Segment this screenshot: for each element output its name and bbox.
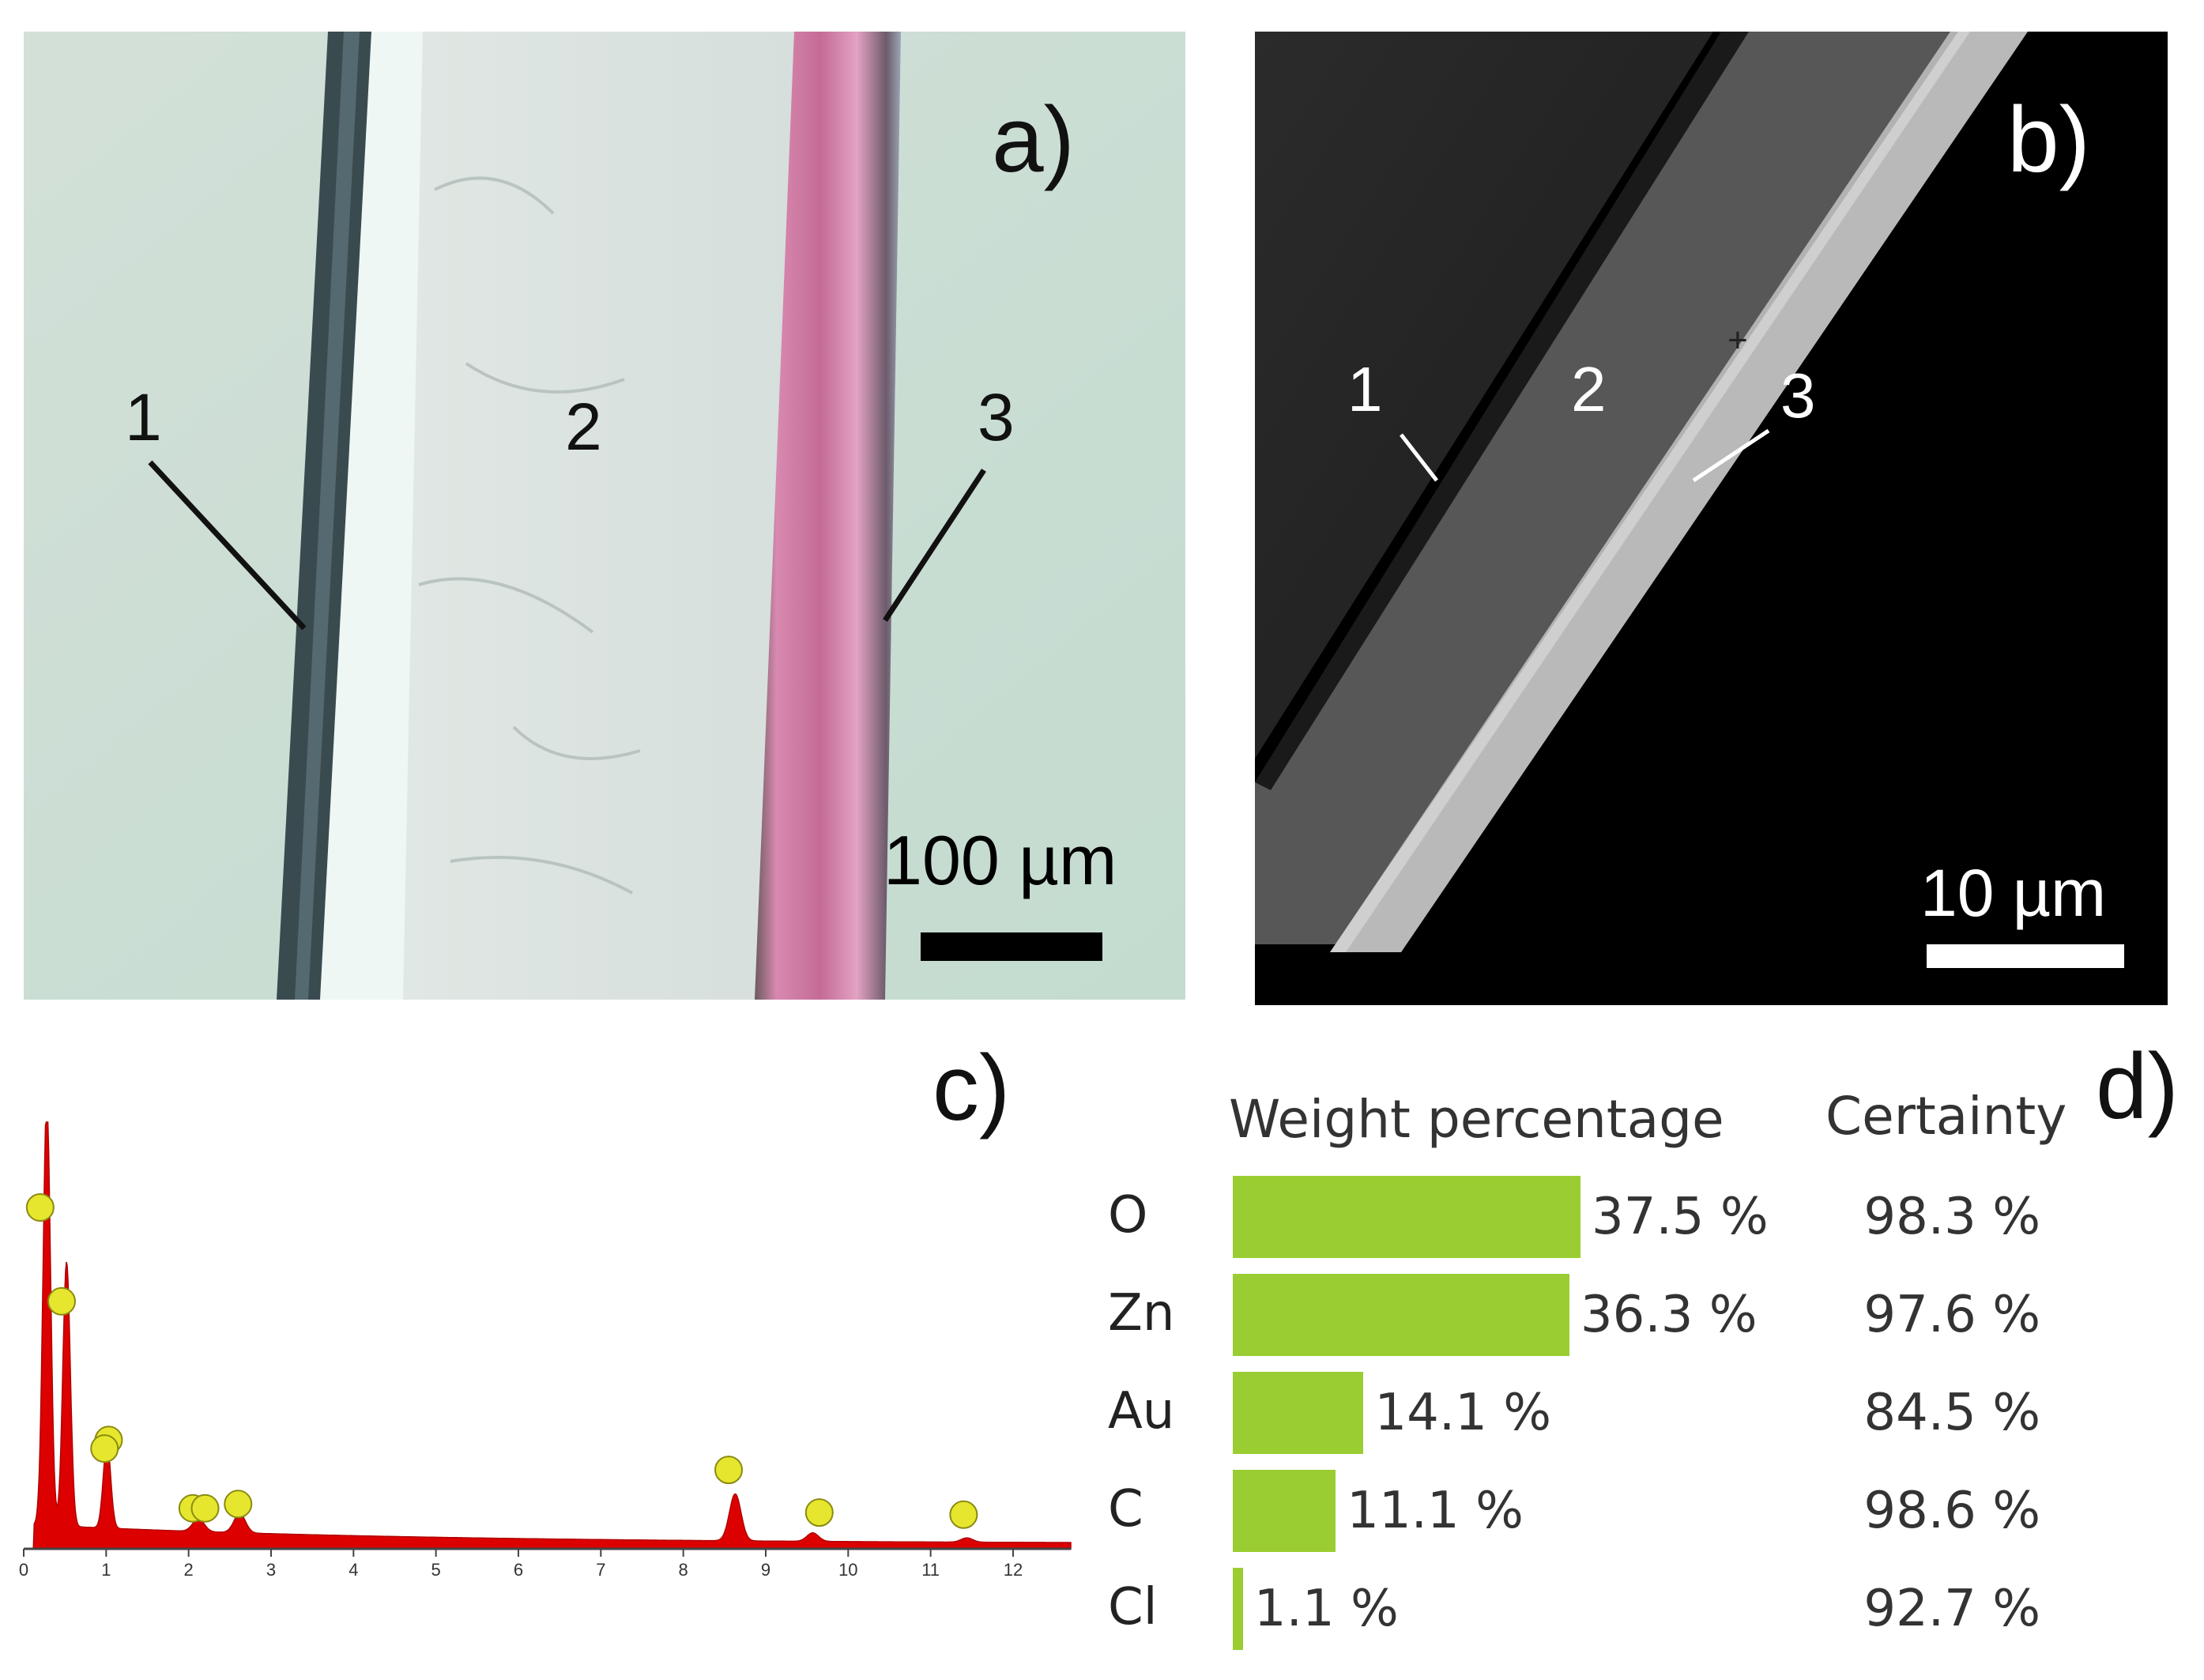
- sem-layer-2: [1255, 32, 1958, 944]
- layer-label-2-a: 2: [565, 390, 602, 464]
- crosshair-marker: +: [1727, 321, 1748, 360]
- spectrum-area: [24, 1121, 1072, 1550]
- peak-marker: [714, 1456, 744, 1485]
- sem-layer-1: [1255, 32, 1749, 790]
- sem-micrograph: +: [1255, 32, 2168, 1005]
- certainty-value-label: 98.6 %: [1863, 1482, 2040, 1540]
- eds-spectrum-chart: 0 1 2 3 4 5 6 7 8 9 10 11 12: [19, 1121, 1072, 1580]
- element-label: Cl: [1108, 1578, 1158, 1637]
- x-tick-label: 0: [19, 1560, 28, 1580]
- layer-label-3-b: 3: [1780, 360, 1816, 431]
- weight-bar: [1233, 1176, 1580, 1258]
- peak-marker: [190, 1494, 220, 1523]
- layer-2-region: [308, 32, 794, 1000]
- certainty-value-label: 97.6 %: [1863, 1286, 2040, 1344]
- peak-marker: [25, 1193, 55, 1222]
- peak-marker: [224, 1490, 253, 1519]
- x-tick-label: 8: [679, 1560, 688, 1580]
- header-weight-percentage: Weight percentage: [1229, 1089, 1724, 1150]
- wrinkle-lines: [418, 176, 641, 895]
- weight-bar: [1233, 1470, 1336, 1552]
- optical-micrograph: [24, 32, 1185, 1000]
- panel-b: +: [1255, 32, 2168, 1005]
- scale-bar-b: [1927, 944, 2124, 968]
- layer-label-3-a: 3: [978, 380, 1015, 454]
- leader-line-1: [148, 460, 307, 631]
- x-tick-label: 2: [184, 1560, 194, 1580]
- scale-bar-label-a: 100 µm: [883, 821, 1117, 899]
- peak-marker: [949, 1500, 978, 1529]
- certainty-value-label: 92.7 %: [1863, 1580, 2040, 1638]
- certainty-value-label: 98.3 %: [1863, 1188, 2040, 1246]
- weight-value-label: 14.1 %: [1374, 1384, 1552, 1442]
- weight-value-label: 37.5 %: [1592, 1188, 1769, 1246]
- x-tick-label: 4: [348, 1560, 358, 1580]
- weight-value-label: 36.3 %: [1580, 1286, 1758, 1344]
- peak-marker: [804, 1498, 834, 1527]
- scale-bar-label-b: 10 µm: [1920, 856, 2107, 930]
- element-label: Zn: [1108, 1284, 1175, 1343]
- certainty-value-label: 84.5 %: [1863, 1384, 2040, 1442]
- layer-label-1-b: 1: [1347, 354, 1383, 424]
- sem-layer-3-edge: [1330, 32, 1970, 952]
- scale-bar-a: [921, 932, 1102, 961]
- layer-label-1-a: 1: [125, 380, 162, 454]
- sem-leader-line-3: [1692, 428, 1770, 483]
- x-tick-label: 10: [838, 1560, 857, 1580]
- weight-value-label: 11.1 %: [1347, 1482, 1524, 1540]
- leader-line-3: [883, 469, 986, 622]
- header-certainty: Certainty: [1825, 1086, 2067, 1147]
- layer-label-2-b: 2: [1571, 354, 1607, 424]
- element-label: Au: [1108, 1382, 1175, 1441]
- sem-layer-3: [1330, 32, 2028, 952]
- panel-letter-b: b): [2007, 88, 2090, 192]
- layer-3-stripe: [755, 32, 901, 1000]
- sem-leader-line-1: [1400, 433, 1438, 482]
- x-tick-label: 1: [101, 1560, 111, 1580]
- peak-marker: [47, 1286, 76, 1316]
- x-tick-label: 5: [431, 1560, 441, 1580]
- panel-a: [24, 32, 1185, 1000]
- panel-letter-c: c): [932, 1036, 1011, 1140]
- weight-bar: [1233, 1568, 1243, 1650]
- element-label: C: [1108, 1480, 1143, 1539]
- element-label: O: [1108, 1186, 1148, 1245]
- weight-value-label: 1.1 %: [1253, 1580, 1399, 1638]
- panel-letter-d: d): [2096, 1034, 2179, 1139]
- x-tick-label: 6: [514, 1560, 523, 1580]
- x-tick-label: 7: [596, 1560, 605, 1580]
- weight-bar: [1233, 1274, 1569, 1356]
- x-tick-label: 3: [266, 1560, 276, 1580]
- x-tick-label: 12: [1004, 1560, 1023, 1580]
- peak-marker: [90, 1434, 119, 1463]
- sem-upper-left-region: [1255, 32, 1713, 759]
- bright-strip: [316, 32, 423, 1000]
- panel-letter-a: a): [992, 88, 1075, 192]
- layer-1-highlight: [295, 32, 360, 1000]
- weight-bar: [1233, 1372, 1364, 1454]
- x-tick-label: 9: [761, 1560, 770, 1580]
- x-tick-label: 11: [921, 1560, 940, 1580]
